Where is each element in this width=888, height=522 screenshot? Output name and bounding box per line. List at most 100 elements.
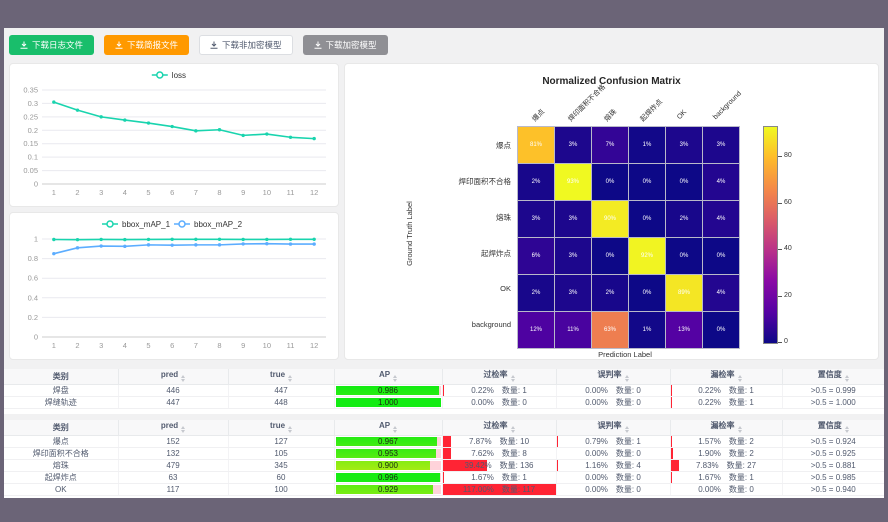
table2-wrapper: 类别 pred true AP 过检率 误判率 漏检率 置信度 爆点 152 127 0.967 7.8… — [4, 420, 884, 498]
svg-text:9: 9 — [241, 341, 245, 350]
cell-pred: 63 — [118, 471, 229, 484]
sort-icon[interactable] — [844, 373, 849, 384]
classifier-table: 类别 pred true AP 过检率 误判率 漏检率 置信度 爆点 152 127 0.967 7.8… — [4, 420, 884, 496]
cell-confidence: >0.5 = 0.924 — [782, 435, 884, 448]
rate-count: 数量: 1 — [501, 473, 527, 482]
cell-overdetect-rate: 7.62% 数量: 8 — [442, 447, 557, 460]
sort-icon[interactable] — [393, 424, 398, 435]
col-header-ap[interactable]: AP — [334, 420, 443, 436]
rate-percent: 0.00% — [585, 449, 608, 458]
cell-miss-rate: 7.83% 数量: 27 — [670, 459, 783, 472]
matrix-cell: 0% — [592, 164, 628, 200]
svg-text:7: 7 — [194, 341, 198, 350]
rate-percent: 1.90% — [698, 449, 721, 458]
ap-bar-track — [335, 449, 441, 458]
svg-text:1: 1 — [34, 235, 38, 244]
sort-icon[interactable] — [624, 424, 629, 435]
download-plain-model-button[interactable]: 下载非加密模型 — [199, 35, 293, 55]
table1-wrapper: 类别 pred true AP 过检率 误判率 漏检率 置信度 焊盘 446 447 0.986 0.2… — [4, 369, 884, 414]
svg-text:5: 5 — [146, 188, 150, 197]
svg-text:3: 3 — [99, 341, 103, 350]
table-row: 熔珠 479 345 0.900 39.42% 数量: 136 1.16% 数量: 4 7.83… — [4, 459, 884, 472]
matrix-row-label: 爆点 — [496, 141, 511, 150]
colorbar-tick-label: 40 — [784, 245, 792, 253]
col-header-confidence[interactable]: 置信度 — [782, 420, 884, 436]
sort-icon[interactable] — [737, 373, 742, 384]
cell-ap: 0.996 — [334, 471, 443, 484]
table-row: 起焊炸点 63 60 0.996 1.67% 数量: 1 0.00% 数量: 0 1.67% 数量… — [4, 471, 884, 484]
table-row: 爆点 152 127 0.967 7.87% 数量: 10 0.79% 数量: 1 1.57% 数… — [4, 435, 884, 448]
matrix-cell: 3% — [666, 127, 702, 163]
cell-miss-rate: 1.57% 数量: 2 — [670, 435, 783, 448]
download-log-button[interactable]: 下载日志文件 — [9, 35, 95, 55]
col-header-miss[interactable]: 漏检率 — [670, 420, 783, 436]
sort-icon[interactable] — [181, 424, 186, 435]
sort-icon[interactable] — [393, 373, 398, 384]
cell-miss-rate: 0.00% 数量: 0 — [670, 483, 783, 496]
sort-icon[interactable] — [510, 424, 515, 435]
svg-text:0.25: 0.25 — [23, 112, 38, 121]
rate-percent: 0.00% — [471, 398, 494, 407]
matrix-cell: 0% — [703, 312, 739, 348]
cell-misjudge-rate: 0.00% 数量: 0 — [556, 384, 671, 397]
rate-count: 数量: 8 — [501, 449, 527, 458]
sort-icon[interactable] — [288, 373, 293, 384]
col-header-overdetect[interactable]: 过检率 — [442, 369, 557, 385]
col-header-confidence[interactable]: 置信度 — [782, 369, 884, 385]
matrix-cell: 3% — [703, 127, 739, 163]
rate-percent: 1.16% — [585, 461, 608, 470]
matrix-cell: 2% — [518, 275, 554, 311]
download-report-button[interactable]: 下载简报文件 — [104, 35, 190, 55]
sort-icon[interactable] — [624, 373, 629, 384]
colorbar-tick-label: 0 — [784, 338, 788, 345]
svg-text:6: 6 — [170, 341, 174, 350]
col-header-misjudge[interactable]: 误判率 — [556, 369, 671, 385]
button-label: 下载加密模型 — [325, 40, 377, 50]
button-label: 下载日志文件 — [32, 40, 84, 50]
colorbar-tick-label: 20 — [784, 291, 792, 299]
col-header-misjudge[interactable]: 误判率 — [556, 420, 671, 436]
sort-icon[interactable] — [288, 424, 293, 435]
rate-percent: 7.87% — [468, 437, 492, 446]
rate-count: 数量: 27 — [726, 461, 757, 470]
rate-percent: 0.00% — [585, 473, 608, 482]
colorbar — [763, 126, 778, 344]
matrix-cell: 3% — [555, 127, 591, 163]
col-header-pred[interactable]: pred — [118, 369, 229, 385]
download-encrypted-model-button[interactable]: 下载加密模型 — [302, 35, 388, 55]
cell-miss-rate: 0.22% 数量: 1 — [670, 396, 783, 409]
cell-misjudge-rate: 0.00% 数量: 0 — [556, 447, 671, 460]
ap-bar-fill — [335, 485, 434, 494]
cell-misjudge-rate: 1.16% 数量: 4 — [556, 459, 671, 472]
col-header-true[interactable]: true — [228, 420, 335, 436]
col-header-ap[interactable]: AP — [334, 369, 443, 385]
sort-icon[interactable] — [737, 424, 742, 435]
rate-count: 数量: 0 — [615, 386, 641, 395]
matrix-cell: 93% — [555, 164, 591, 200]
matrix-row-label: OK — [500, 284, 511, 293]
cell-category: 起焊炸点 — [4, 471, 119, 484]
matrix-cell: 7% — [592, 127, 628, 163]
cell-overdetect-rate: 117.00% 数量: 117 — [442, 483, 557, 496]
cell-miss-rate: 1.67% 数量: 1 — [670, 471, 783, 484]
cell-ap: 0.900 — [334, 459, 443, 472]
sort-icon[interactable] — [510, 373, 515, 384]
cell-misjudge-rate: 0.00% 数量: 0 — [556, 483, 671, 496]
col-header-pred[interactable]: pred — [118, 420, 229, 436]
matrix-col-label: background — [712, 90, 743, 121]
col-header-overdetect[interactable]: 过检率 — [442, 420, 557, 436]
cell-pred: 447 — [118, 396, 229, 409]
toolbar: 下载日志文件 下载简报文件 下载非加密模型 下载加密模型 — [4, 28, 884, 59]
rate-bar — [556, 436, 558, 447]
sort-icon[interactable] — [844, 424, 849, 435]
rate-percent: 1.57% — [698, 437, 721, 446]
rate-count: 数量: 0 — [615, 473, 641, 482]
rate-percent: 0.00% — [585, 386, 608, 395]
svg-text:9: 9 — [241, 188, 245, 197]
col-header-miss[interactable]: 漏检率 — [670, 369, 783, 385]
svg-text:8: 8 — [217, 341, 221, 350]
rate-count: 数量: 1 — [728, 473, 754, 482]
cell-ap: 0.986 — [334, 384, 443, 397]
sort-icon[interactable] — [181, 373, 186, 384]
col-header-true[interactable]: true — [228, 369, 335, 385]
